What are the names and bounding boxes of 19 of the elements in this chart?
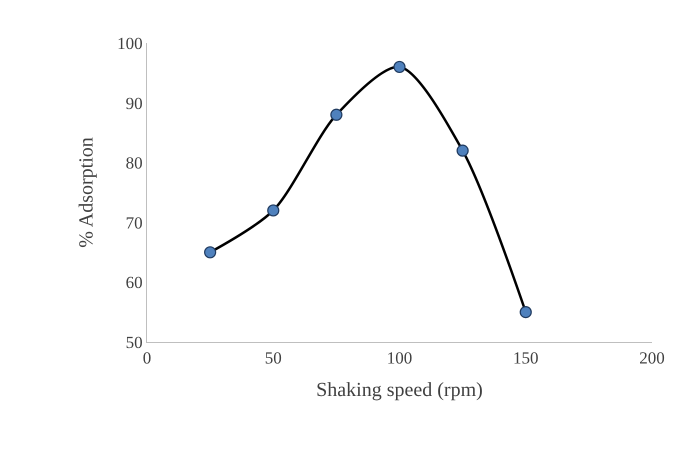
point bbox=[393, 60, 406, 74]
x-tick-label: 50 bbox=[264, 348, 282, 368]
y-tick-label: 80 bbox=[126, 154, 143, 173]
x-tick-label: 200 bbox=[639, 348, 665, 368]
x-tick-label: 150 bbox=[513, 348, 538, 368]
point bbox=[330, 108, 342, 121]
y-tick-label: 60 bbox=[126, 273, 143, 292]
y-axis-title: % Adsorption bbox=[76, 137, 98, 248]
x-axis-title: Shaking speed (rpm) bbox=[316, 378, 483, 401]
point bbox=[267, 204, 280, 217]
point bbox=[204, 246, 216, 258]
y-tick-label: 70 bbox=[126, 213, 143, 232]
y-tick-label: 100 bbox=[117, 34, 143, 53]
x-tick-label: 100 bbox=[386, 348, 412, 368]
point bbox=[520, 306, 532, 318]
y-tick-label: 50 bbox=[126, 332, 143, 352]
point bbox=[456, 144, 469, 157]
x-tick-label: 0 bbox=[142, 348, 152, 368]
y-tick-label: 90 bbox=[126, 94, 143, 113]
